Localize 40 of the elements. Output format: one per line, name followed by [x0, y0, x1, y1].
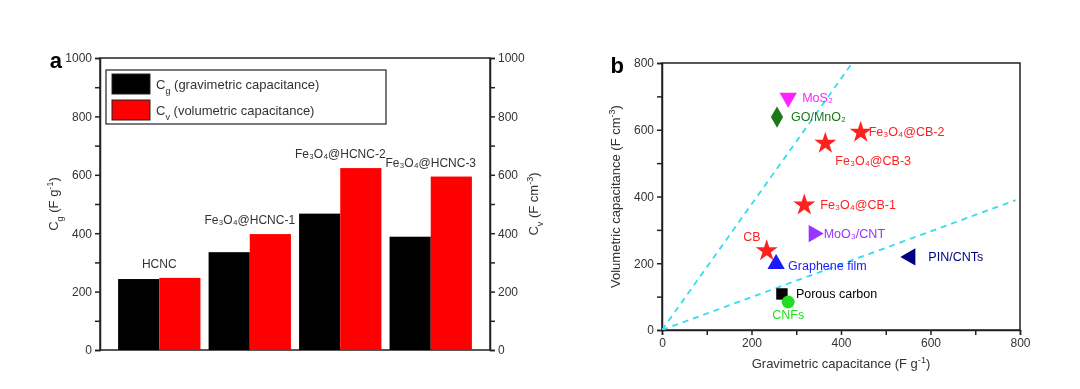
x-tick-label: 600: [920, 335, 942, 350]
y-tick-label: 800: [71, 109, 93, 124]
y-tick-label: 1000: [65, 51, 93, 66]
series-label: Porous carbon: [795, 286, 878, 301]
series-label: MoO₃/CNT: [823, 226, 886, 241]
x-tick-label: Fe₃O₄@HCNC-2: [294, 147, 386, 162]
x-tick-label: Fe₃O₄@HCNC-1: [204, 213, 296, 228]
series-label: CB: [743, 229, 761, 244]
series-label: Fe₃O₄@CB-3: [835, 154, 912, 169]
series-label: PIN/CNTs: [928, 249, 984, 264]
x-tick-label: 200: [741, 335, 763, 350]
y-tick-label: 400: [633, 189, 655, 204]
y-tick-label: 400: [71, 226, 93, 241]
y-tick-label: 600: [633, 123, 655, 138]
legend-label: C$_{v}$ (volumetric capacitance): [156, 103, 315, 122]
x-tick-label: Fe₃O₄@HCNC-3: [385, 155, 477, 170]
y-tick-label: 200: [633, 256, 655, 271]
series-label: MoS₂: [802, 90, 833, 105]
legend-label: C$_{g}$ (gravimetric capacitance): [156, 77, 320, 96]
chart-title: a: [49, 48, 63, 73]
y-tick-label: 600: [71, 168, 93, 183]
chart-title: b: [610, 53, 624, 78]
series-label: Fe₃O₄@CB-1: [820, 198, 897, 213]
y-tick-label: 200: [71, 284, 93, 299]
series-label: Graphene film: [788, 258, 867, 273]
y2-tick-label: 400: [498, 226, 519, 241]
series-label: CNFs: [772, 307, 805, 322]
x-tick-label: 800: [1010, 335, 1031, 350]
series-label: GO/MnO₂: [791, 110, 847, 125]
x-axis-title: Gravimetric capacitance (F g$^{-1}$): [751, 355, 931, 371]
y2-tick-label: 800: [498, 109, 519, 124]
x-tick-label: HCNC: [141, 256, 177, 271]
x-tick-label: 0: [659, 335, 667, 350]
y2-tick-label: 200: [498, 284, 519, 299]
series-label: Fe₃O₄@CB-2: [868, 125, 945, 140]
y2-tick-label: 1000: [498, 51, 526, 66]
y2-tick-label: 600: [498, 168, 519, 183]
y-tick-label: 0: [647, 323, 655, 338]
y-tick-label: 800: [633, 56, 655, 71]
x-tick-label: 400: [831, 335, 852, 350]
